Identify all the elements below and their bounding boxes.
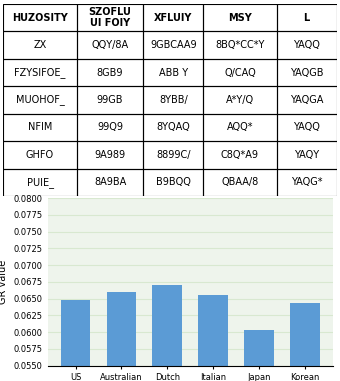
Bar [203,114,277,141]
Bar [77,169,143,196]
Text: 8YQAQ: 8YQAQ [156,123,190,133]
Bar [77,59,143,86]
Text: ZX: ZX [33,40,47,50]
Text: YAQG*: YAQG* [291,178,322,187]
Bar [143,86,203,114]
Text: YAQGB: YAQGB [290,67,323,77]
Text: YAQQ: YAQQ [293,123,320,133]
Text: FZYSIFOE_: FZYSIFOE_ [14,67,66,78]
Text: 9GBCAA9: 9GBCAA9 [150,40,197,50]
Text: 8GB9: 8GB9 [97,67,123,77]
Bar [143,31,203,59]
Bar [3,141,77,169]
Text: MUOHOF_: MUOHOF_ [16,94,64,106]
Bar [143,114,203,141]
Text: GHFO: GHFO [26,150,54,160]
Bar [3,86,77,114]
Bar [3,59,77,86]
Text: NFIM: NFIM [28,123,52,133]
Text: B9BQQ: B9BQQ [156,178,191,187]
Text: XFLUIY: XFLUIY [154,13,192,22]
Bar [203,59,277,86]
Bar [143,141,203,169]
Bar [277,114,337,141]
Bar [152,285,182,381]
Bar [199,295,228,381]
Bar [143,169,203,196]
Text: QBAA/8: QBAA/8 [221,178,259,187]
Bar [77,141,143,169]
Bar [277,59,337,86]
Bar [244,330,274,381]
Text: YAQQ: YAQQ [293,40,320,50]
Bar [277,86,337,114]
Text: 9A989: 9A989 [95,150,125,160]
Text: PUIE_: PUIE_ [27,177,54,188]
Y-axis label: GR value: GR value [0,260,8,304]
Bar [77,114,143,141]
Bar [203,141,277,169]
Text: L: L [304,13,310,22]
Bar [3,4,77,31]
Text: 8YBB/: 8YBB/ [159,95,188,105]
Bar [3,114,77,141]
Bar [203,169,277,196]
Text: ABB Y: ABB Y [159,67,188,77]
Text: YAQY: YAQY [294,150,319,160]
Bar [3,169,77,196]
Bar [77,31,143,59]
Bar [290,303,320,381]
Bar [277,31,337,59]
Text: HUZOSITY: HUZOSITY [12,13,68,22]
Bar [106,292,136,381]
Bar [277,141,337,169]
Text: 8899C/: 8899C/ [156,150,191,160]
Bar [77,4,143,31]
Bar [143,4,203,31]
Bar [203,31,277,59]
Text: QQY/8A: QQY/8A [91,40,129,50]
Bar [277,169,337,196]
Text: SZOFLU
UI FOIY: SZOFLU UI FOIY [89,7,132,28]
Text: 8BQ*CC*Y: 8BQ*CC*Y [215,40,265,50]
Bar [61,300,90,381]
Text: C8Q*A9: C8Q*A9 [221,150,259,160]
Bar [203,4,277,31]
Bar [203,86,277,114]
Text: MSY: MSY [228,13,252,22]
Text: 8A9BA: 8A9BA [94,178,126,187]
Bar [3,31,77,59]
Bar [277,4,337,31]
Text: YAQGA: YAQGA [290,95,323,105]
Bar [77,86,143,114]
Text: Q/CAQ: Q/CAQ [224,67,256,77]
Text: 99Q9: 99Q9 [97,123,123,133]
Text: 99GB: 99GB [97,95,123,105]
Text: AQQ*: AQQ* [227,123,253,133]
Bar [143,59,203,86]
Text: A*Y/Q: A*Y/Q [226,95,254,105]
